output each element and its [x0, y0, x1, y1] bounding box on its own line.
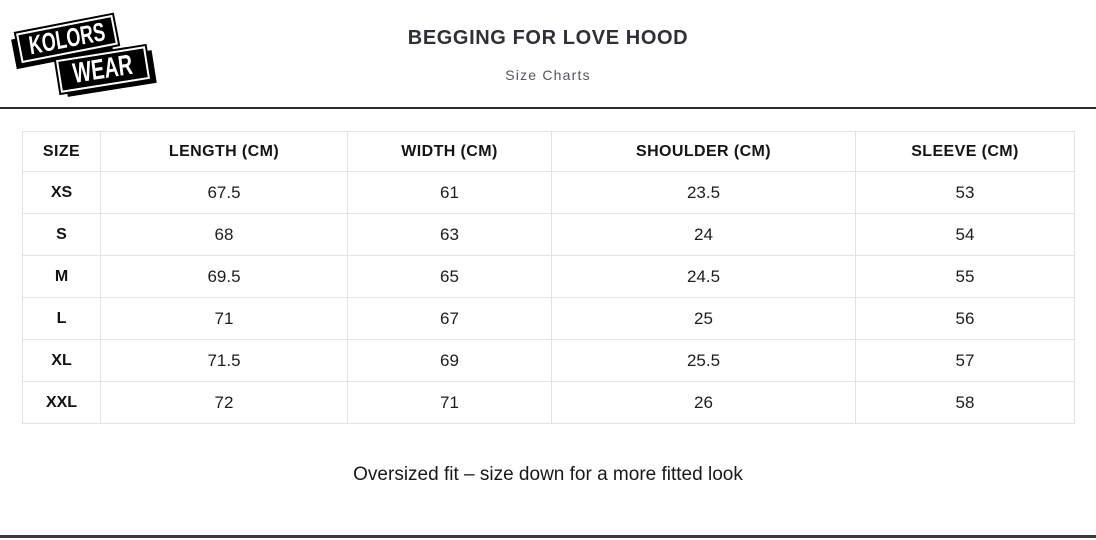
table-row-s: S 68 63 24 54	[22, 213, 1075, 256]
cell-sleeve: 57	[855, 339, 1075, 382]
cell-size: S	[22, 213, 101, 256]
cell-width: 71	[347, 381, 552, 424]
page-subtitle: Size Charts	[505, 67, 591, 83]
bottom-divider	[0, 535, 1096, 538]
cell-shoulder: 25	[551, 297, 856, 340]
cell-size: XS	[22, 171, 101, 214]
table-row-xxl: XXL 72 71 26 58	[22, 381, 1075, 424]
cell-width: 67	[347, 297, 552, 340]
cell-sleeve: 53	[855, 171, 1075, 214]
cell-sleeve: 55	[855, 255, 1075, 298]
column-header-width: WIDTH (CM)	[347, 131, 552, 172]
cell-length: 72	[100, 381, 348, 424]
page-title: BEGGING FOR LOVE HOOD	[407, 27, 689, 49]
column-header-sleeve: SLEEVE (CM)	[855, 131, 1075, 172]
cell-shoulder: 25.5	[551, 339, 856, 382]
brand-logo[interactable]: KOLORS WEAR	[12, 4, 152, 98]
column-header-length: LENGTH (CM)	[100, 131, 348, 172]
cell-length: 67.5	[100, 171, 348, 214]
cell-length: 69.5	[100, 255, 348, 298]
cell-shoulder: 23.5	[551, 171, 856, 214]
table-row-l: L 71 67 25 56	[22, 297, 1075, 340]
header-divider	[0, 107, 1096, 109]
cell-sleeve: 56	[855, 297, 1075, 340]
cell-shoulder: 24	[551, 213, 856, 256]
cell-width: 69	[347, 339, 552, 382]
cell-size: XXL	[22, 381, 101, 424]
cell-width: 61	[347, 171, 552, 214]
fit-note: Oversized fit – size down for a more fit…	[353, 464, 743, 485]
cell-length: 68	[100, 213, 348, 256]
cell-size: XL	[22, 339, 101, 382]
cell-sleeve: 58	[855, 381, 1075, 424]
cell-size: L	[22, 297, 101, 340]
cell-length: 71.5	[100, 339, 348, 382]
column-header-shoulder: SHOULDER (CM)	[551, 131, 856, 172]
cell-sleeve: 54	[855, 213, 1075, 256]
table-header-row: SIZE LENGTH (CM) WIDTH (CM) SHOULDER (CM…	[22, 131, 1075, 172]
cell-shoulder: 26	[551, 381, 856, 424]
cell-width: 63	[347, 213, 552, 256]
table-row-xl: XL 71.5 69 25.5 57	[22, 339, 1075, 382]
cell-size: M	[22, 255, 101, 298]
table-row-xs: XS 67.5 61 23.5 53	[22, 171, 1075, 214]
column-header-size: SIZE	[22, 131, 101, 172]
cell-width: 65	[347, 255, 552, 298]
table-row-m: M 69.5 65 24.5 55	[22, 255, 1075, 298]
cell-length: 71	[100, 297, 348, 340]
cell-shoulder: 24.5	[551, 255, 856, 298]
size-chart-table: SIZE LENGTH (CM) WIDTH (CM) SHOULDER (CM…	[22, 131, 1075, 424]
